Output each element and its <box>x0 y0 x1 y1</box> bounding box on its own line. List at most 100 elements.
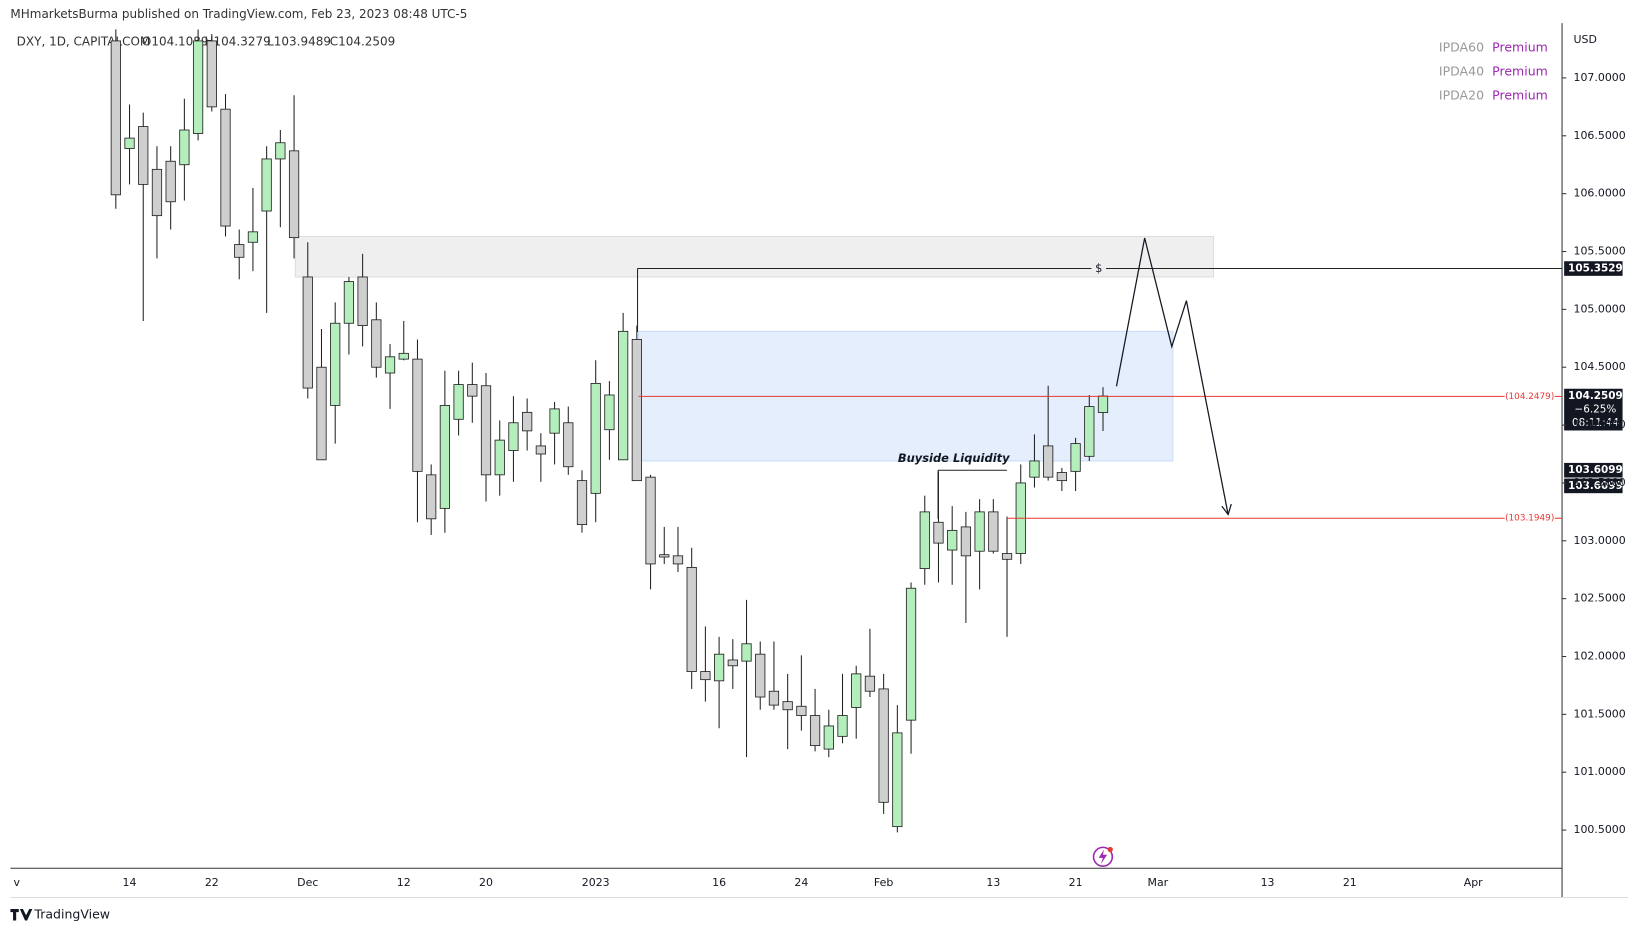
zone <box>294 235 1215 278</box>
legend-status: Premium <box>1492 88 1548 103</box>
candle-body <box>672 555 684 565</box>
candle-body <box>960 526 972 557</box>
y-tick-label: 103.5000 <box>1574 476 1626 489</box>
projection-arrow <box>1221 503 1232 516</box>
candle-body <box>288 150 300 239</box>
ohlc-low: L103.9489 <box>267 34 331 48</box>
candle-body <box>412 358 423 472</box>
candle-body <box>686 566 697 672</box>
candle-body <box>727 659 738 667</box>
candle-body <box>864 675 876 692</box>
candle-body <box>549 408 560 434</box>
candle-body <box>1029 460 1040 478</box>
candle-body <box>330 322 341 406</box>
candle-body <box>755 653 766 698</box>
candle-body <box>659 554 670 558</box>
level-label: (104.2479) <box>1505 392 1554 402</box>
last-price: 104.2509 <box>1568 390 1623 402</box>
candle-body <box>563 422 574 468</box>
candle-body <box>261 158 272 212</box>
price-tag <box>1564 462 1623 478</box>
alert-icon <box>1092 846 1114 867</box>
candle-body <box>494 439 505 476</box>
candle-body <box>892 732 903 828</box>
candle-body <box>124 137 135 149</box>
y-tick-label: 106.5000 <box>1574 129 1626 142</box>
candle-body <box>1097 395 1109 413</box>
y-tick-label: 107.0000 <box>1574 71 1626 84</box>
candle-body <box>1070 443 1081 472</box>
candle-body <box>851 673 862 708</box>
candle-body <box>439 404 450 509</box>
candle-body <box>192 40 204 134</box>
y-tick-label: 102.0000 <box>1574 650 1626 663</box>
candle-body <box>426 474 437 520</box>
price-tag <box>1564 261 1623 276</box>
y-tick-label: 106.0000 <box>1574 187 1626 200</box>
projection-path <box>1115 237 1229 515</box>
buyside-label: Buyside Liquidity <box>898 451 1010 465</box>
candle-body <box>234 244 245 258</box>
candle-body <box>768 690 780 706</box>
candle-body <box>151 168 163 217</box>
x-tick-label: 16 <box>712 876 726 889</box>
candle-body <box>110 40 121 196</box>
candle-body <box>782 701 793 711</box>
legend-name: IPDA20 <box>1439 88 1484 103</box>
candle-body <box>357 276 368 326</box>
candle-body <box>604 394 615 431</box>
y-tick-label: 105.5000 <box>1574 245 1626 258</box>
candle-body <box>947 529 958 551</box>
legend-status: Premium <box>1492 64 1548 79</box>
liquidity-marker: $ <box>1095 261 1102 275</box>
candle-body <box>371 319 382 368</box>
price-tag-label: 103.6099 <box>1568 464 1623 476</box>
publisher: MHmarketsBurma published on TradingView.… <box>10 7 467 21</box>
x-tick-label: 12 <box>397 876 411 889</box>
ohlc-close: C104.2509 <box>330 34 396 48</box>
y-tick-label: 105.0000 <box>1574 302 1626 315</box>
candle-body <box>316 366 327 461</box>
candle-body <box>453 384 464 420</box>
countdown: 08:11:44 <box>1572 417 1619 429</box>
last-price-tag <box>1564 388 1623 431</box>
price-tag-label: 103.6099 <box>1568 480 1623 492</box>
candle-body <box>796 705 807 716</box>
price-tag <box>1564 478 1623 494</box>
legend-name: IPDA40 <box>1439 64 1484 79</box>
candle-body <box>878 688 889 803</box>
y-tick-label: 101.5000 <box>1574 707 1626 720</box>
y-tick-label: 102.5000 <box>1574 592 1626 605</box>
candle-body <box>700 671 711 681</box>
candle-body <box>1001 553 1013 560</box>
candle-body <box>933 521 944 544</box>
x-tick-label: 20 <box>479 876 493 889</box>
level-label: (103.1949) <box>1505 514 1554 524</box>
candle-body <box>1056 472 1067 482</box>
candle-body <box>508 422 519 451</box>
x-tick-label: 13 <box>1261 876 1275 889</box>
candle-body <box>480 385 492 476</box>
y-tick-label: 103.0000 <box>1574 534 1626 547</box>
cut-label: v <box>14 876 21 889</box>
brand-logo: TradingView <box>10 907 110 922</box>
candle-body <box>302 276 313 389</box>
candle-body <box>275 142 286 160</box>
candle-body <box>535 445 546 455</box>
candle-body <box>398 352 409 360</box>
candle-body <box>988 511 999 552</box>
candle-body <box>165 160 176 203</box>
candle-body <box>631 339 642 482</box>
candle-body <box>576 480 588 526</box>
x-tick-label: 22 <box>205 876 219 889</box>
candle-body <box>809 715 821 747</box>
candle-body <box>905 587 917 721</box>
candle-body <box>919 511 930 569</box>
symbol: DXY, 1D, CAPITALCOM <box>17 34 151 48</box>
x-tick-label: 2023 <box>582 876 610 889</box>
candle-body <box>206 40 217 108</box>
brand: TradingView <box>33 907 110 922</box>
candle-body <box>741 643 752 662</box>
ohlc-open: O104.1089 <box>142 34 209 48</box>
